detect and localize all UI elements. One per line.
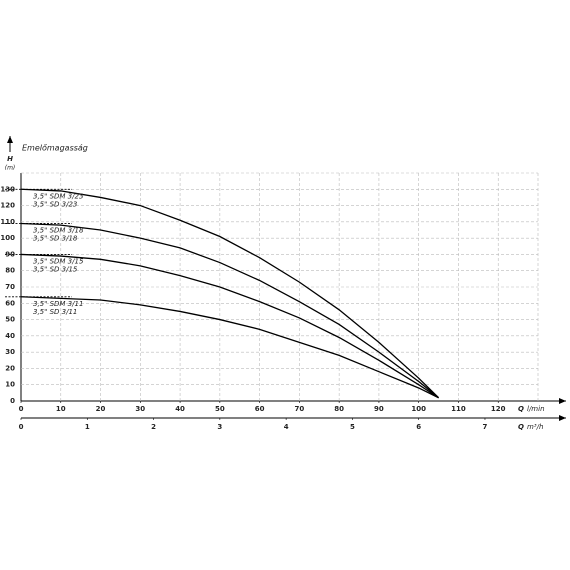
x-tick-label: 10 — [56, 405, 66, 413]
y-tick-label: 110 — [0, 218, 15, 226]
x2-tick-label: 1 — [85, 423, 90, 431]
x-tick-label: 80 — [334, 405, 344, 413]
x-tick-label: 30 — [135, 405, 145, 413]
y-unit: (m) — [5, 165, 16, 172]
curve — [20, 222, 439, 399]
y-tick-label: 80 — [5, 267, 15, 275]
curve-label: 3,5" SD 3/18 — [33, 234, 78, 242]
y-tick-label: 20 — [5, 364, 15, 372]
y-tick-label: 0 — [10, 397, 15, 405]
x2-tick-label: 3 — [217, 423, 222, 431]
x2-tick-label: 0 — [19, 423, 24, 431]
x-tick-label: 70 — [295, 405, 305, 413]
y-tick-label: 50 — [5, 316, 15, 324]
x-tick-label: 0 — [19, 405, 24, 413]
curve — [20, 253, 439, 399]
y-tick-label: 40 — [5, 332, 15, 340]
x-tick-label: 20 — [96, 405, 106, 413]
x-tick-label: 40 — [175, 405, 185, 413]
x-symbol: Q — [518, 405, 524, 413]
curve — [20, 296, 439, 399]
curve-label: 3,5" SDM 3/23 — [33, 192, 83, 200]
curve-label: 3,5" SD 3/15 — [33, 265, 78, 273]
y-tick-label: 100 — [0, 234, 15, 242]
x-tick-label: 100 — [411, 405, 426, 413]
y-tick-label: 70 — [5, 283, 15, 291]
x-tick-label: 60 — [255, 405, 265, 413]
x-tick-label: 50 — [215, 405, 225, 413]
curve-label: 3,5" SDM 3/15 — [33, 257, 84, 265]
x-tick-label: 120 — [491, 405, 506, 413]
curve-label: 3,5" SDM 3/18 — [33, 226, 84, 234]
curve-label: 3,5" SDM 3/11 — [33, 300, 83, 308]
x2-tick-label: 4 — [284, 423, 289, 431]
y-tick-label: 130 — [0, 185, 15, 193]
y-symbol: H — [7, 155, 13, 163]
x-tick-label: 90 — [374, 405, 384, 413]
y-axis-title: Emelőmagasság — [22, 144, 88, 153]
x2-tick-label: 2 — [151, 423, 156, 431]
x2-tick-label: 5 — [350, 423, 355, 431]
y-tick-label: 10 — [5, 381, 15, 389]
x-tick-label: 110 — [451, 405, 466, 413]
y-tick-label: 60 — [5, 299, 15, 307]
x2-symbol: Q — [518, 423, 524, 431]
x2-unit: m³/h — [527, 423, 543, 431]
curve-label: 3,5" SD 3/11 — [33, 308, 77, 316]
x-unit: l/min — [527, 405, 545, 413]
x2-tick-label: 6 — [416, 423, 421, 431]
y-tick-label: 120 — [0, 202, 15, 210]
y-tick-label: 30 — [5, 348, 15, 356]
x2-tick-label: 7 — [483, 423, 488, 431]
curve — [20, 188, 440, 399]
curve-label: 3,5" SD 3/23 — [33, 200, 77, 208]
